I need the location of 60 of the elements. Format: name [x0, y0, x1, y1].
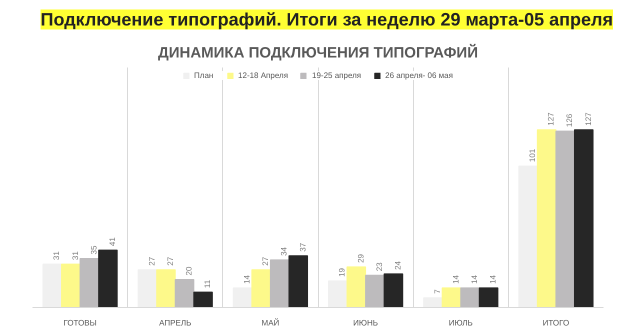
data-label: 11 [203, 279, 212, 288]
bar [232, 287, 252, 308]
x-tick-label: ИЮЛЬ [448, 318, 473, 328]
x-tick-label: МАЙ [262, 318, 280, 328]
bar [460, 287, 480, 308]
bar [270, 259, 290, 308]
data-label: 127 [584, 112, 593, 126]
x-tick-label: ИТОГО [542, 318, 570, 328]
x-tick-label: АПРЕЛЬ [159, 318, 192, 328]
bar [174, 279, 194, 308]
bar [574, 129, 594, 308]
bar [478, 287, 498, 308]
bar [328, 280, 348, 308]
bar [156, 269, 176, 308]
bar [138, 269, 158, 308]
data-label: 31 [52, 250, 62, 260]
bar [42, 264, 62, 308]
bar [80, 258, 100, 308]
bar [251, 269, 271, 308]
bar [536, 129, 556, 308]
data-label: 126 [565, 113, 574, 128]
bar [98, 250, 118, 308]
data-label: 23 [374, 262, 384, 272]
data-label: 20 [184, 266, 194, 276]
data-label: 35 [89, 245, 98, 255]
data-label: 27 [261, 256, 270, 266]
data-label: 27 [147, 256, 156, 266]
data-label: 14 [451, 274, 460, 284]
bar [288, 255, 308, 308]
data-label: 34 [280, 246, 289, 256]
chart-title: Подключение типографий. Итоги за неделю 29 марта-05 апреля [40, 10, 613, 30]
bar [365, 274, 385, 308]
data-label: 7 [432, 288, 442, 294]
data-label: 127 [546, 112, 556, 126]
data-label: 19 [338, 267, 347, 277]
bar [518, 166, 538, 308]
x-tick-label: ИЮНЬ [353, 318, 378, 328]
chart-subtitle: ДИНАМИКА ПОДКЛЮЧЕНИЯ ТИПОГРАФИЙ [158, 44, 478, 62]
bar [442, 287, 462, 308]
bar [423, 297, 443, 308]
data-label: 24 [393, 260, 402, 270]
bar [555, 130, 575, 308]
bar [384, 273, 404, 308]
data-label: 41 [108, 236, 117, 246]
data-label: 29 [356, 253, 366, 263]
x-tick-label: ГОТОВЫ [63, 318, 97, 328]
data-label: 14 [470, 274, 480, 284]
data-label: 14 [488, 274, 498, 284]
data-label: 14 [242, 274, 252, 284]
bar [61, 264, 81, 308]
legend-label: 12-18 Апреля [238, 71, 288, 80]
data-label: 37 [298, 242, 308, 252]
legend-label: 19-25 апреля [312, 71, 362, 80]
data-label: 31 [70, 250, 80, 260]
legend-label: План [194, 71, 214, 80]
bar [193, 292, 213, 308]
data-label: 27 [166, 256, 175, 266]
bar [346, 266, 366, 308]
data-label: 101 [528, 148, 538, 162]
legend-label: 26 апреля- 06 мая [385, 71, 453, 80]
